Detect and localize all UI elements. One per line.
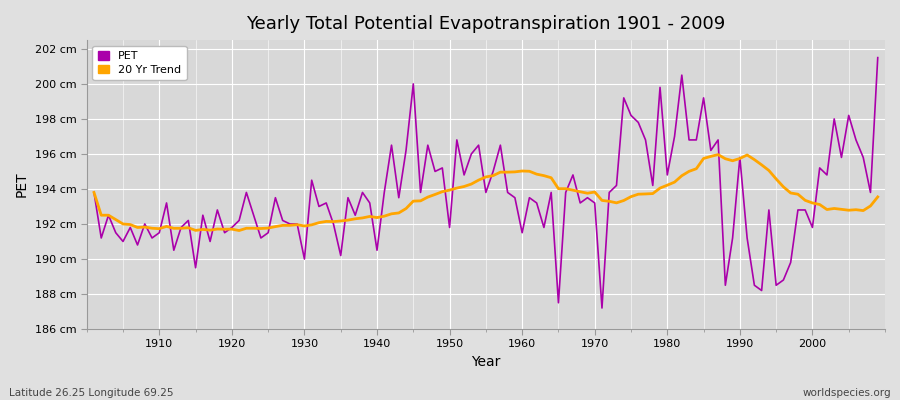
X-axis label: Year: Year [472, 355, 500, 369]
Legend: PET, 20 Yr Trend: PET, 20 Yr Trend [93, 46, 186, 80]
Text: Latitude 26.25 Longitude 69.25: Latitude 26.25 Longitude 69.25 [9, 388, 174, 398]
Title: Yearly Total Potential Evapotranspiration 1901 - 2009: Yearly Total Potential Evapotranspiratio… [247, 15, 725, 33]
Y-axis label: PET: PET [15, 172, 29, 197]
Text: worldspecies.org: worldspecies.org [803, 388, 891, 398]
